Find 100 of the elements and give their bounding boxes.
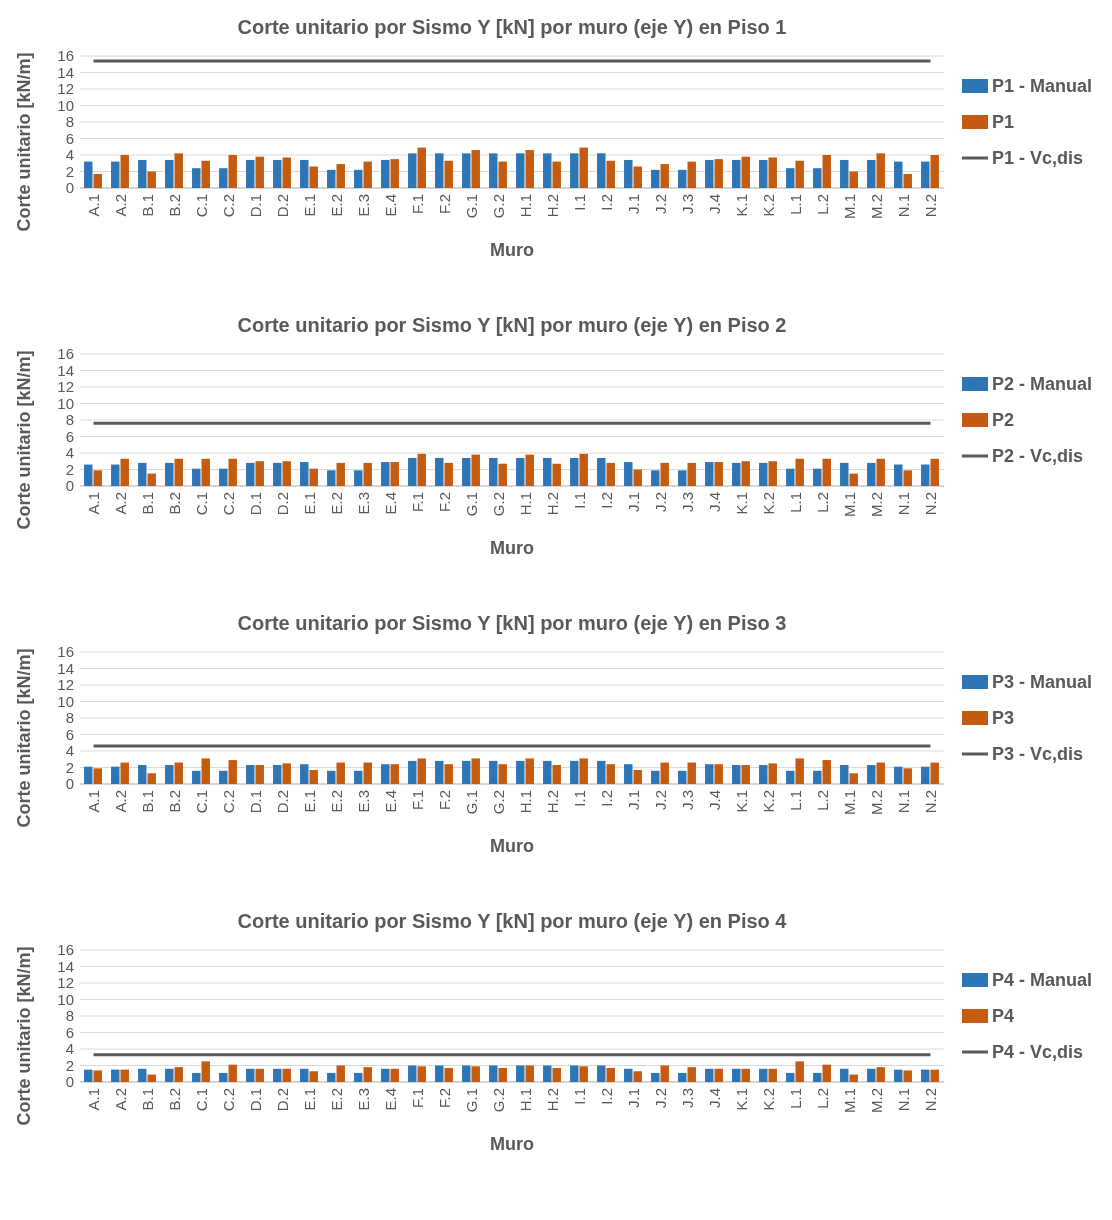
x-tick-label: M.2	[867, 790, 885, 816]
bar	[543, 760, 552, 784]
bar	[111, 161, 120, 188]
x-tick-label: J.4	[705, 1088, 723, 1109]
bar	[651, 770, 660, 784]
x-tick-label: L.2	[813, 194, 831, 215]
x-tick-label: I.2	[597, 194, 615, 211]
bar	[597, 760, 606, 784]
y-axis-title: Corte unitario [kN/m]	[14, 350, 34, 530]
bar	[354, 770, 363, 784]
bar	[651, 169, 660, 188]
bar	[849, 171, 858, 188]
bar	[219, 468, 228, 486]
bar	[606, 160, 615, 188]
bar	[498, 764, 507, 784]
bar	[435, 153, 444, 188]
bar	[921, 161, 930, 188]
x-tick-label: K.1	[732, 1088, 750, 1111]
bar	[273, 159, 282, 188]
bar	[201, 160, 210, 188]
bar	[219, 770, 228, 784]
bar	[795, 758, 804, 784]
bar	[408, 457, 417, 486]
x-tick-label: E.4	[381, 1088, 399, 1111]
y-tick-label: 14	[57, 957, 74, 975]
x-tick-label: K.2	[759, 790, 777, 813]
x-tick-label: J.3	[678, 492, 696, 513]
bar	[516, 457, 525, 486]
bar	[336, 762, 345, 784]
bar	[282, 763, 291, 784]
bar	[795, 458, 804, 486]
bar	[552, 161, 561, 188]
bar	[444, 764, 453, 784]
bar	[165, 462, 174, 486]
x-tick-label: J.1	[624, 492, 642, 513]
bar	[444, 160, 453, 188]
x-tick-label: G.1	[462, 492, 480, 517]
bar	[417, 453, 426, 486]
y-tick-label: 2	[65, 1056, 74, 1074]
bar	[552, 765, 561, 784]
x-tick-label: N.2	[921, 492, 939, 516]
x-tick-label: I.1	[570, 790, 588, 807]
bar	[336, 164, 345, 188]
bar	[84, 766, 93, 784]
bar	[867, 765, 876, 784]
y-tick-label: 0	[65, 775, 74, 793]
bar	[714, 764, 723, 784]
bar	[489, 760, 498, 784]
x-tick-label: E.1	[300, 1088, 318, 1111]
x-tick-label: M.2	[867, 194, 885, 220]
bar	[165, 765, 174, 784]
bar	[678, 770, 687, 784]
bar	[228, 760, 237, 784]
y-tick-label: 12	[57, 378, 74, 396]
bar	[120, 155, 129, 188]
y-tick-label: 4	[65, 1040, 74, 1058]
y-tick-label: 4	[65, 444, 74, 462]
bar	[462, 153, 471, 188]
x-tick-label: F.2	[435, 1088, 453, 1109]
bar	[255, 765, 264, 784]
x-tick-label: D.2	[273, 492, 291, 516]
bar	[138, 765, 147, 784]
x-tick-label: H.1	[516, 194, 534, 218]
x-tick-label: M.1	[840, 492, 858, 518]
y-tick-label: 4	[65, 146, 74, 164]
x-tick-label: M.2	[867, 492, 885, 518]
x-tick-label: N.1	[894, 790, 912, 814]
x-tick-label: H.2	[543, 790, 561, 814]
legend-label: P3	[992, 708, 1015, 729]
x-tick-label: E.4	[381, 790, 399, 813]
bar	[354, 169, 363, 188]
bar	[678, 169, 687, 188]
x-tick-label: H.1	[516, 790, 534, 814]
chart-title: Corte unitario por Sismo Y [kN] por muro (eje Y) en Piso 4	[237, 910, 788, 932]
bar	[408, 760, 417, 784]
bar	[381, 764, 390, 784]
y-tick-label: 12	[57, 676, 74, 694]
x-tick-label: J.3	[678, 790, 696, 811]
bar	[228, 458, 237, 486]
x-tick-label: G.1	[462, 790, 480, 815]
bar	[903, 173, 912, 188]
bar	[606, 462, 615, 486]
bar	[903, 768, 912, 784]
bar	[570, 153, 579, 188]
y-tick-label: 16	[57, 47, 74, 65]
x-tick-label: C.2	[219, 1088, 237, 1112]
x-tick-label: N.1	[894, 492, 912, 516]
bar	[246, 462, 255, 486]
x-tick-label: I.1	[570, 194, 588, 211]
bar	[417, 147, 426, 188]
bar	[543, 153, 552, 188]
bar	[795, 160, 804, 188]
bar	[273, 765, 282, 784]
bar	[93, 470, 102, 486]
bar	[624, 764, 633, 784]
chart-title: Corte unitario por Sismo Y [kN] por muro (eje Y) en Piso 1	[237, 16, 787, 38]
bar	[273, 462, 282, 486]
x-tick-label: E.3	[354, 1088, 372, 1111]
bar	[813, 168, 822, 188]
y-tick-label: 2	[65, 162, 74, 180]
